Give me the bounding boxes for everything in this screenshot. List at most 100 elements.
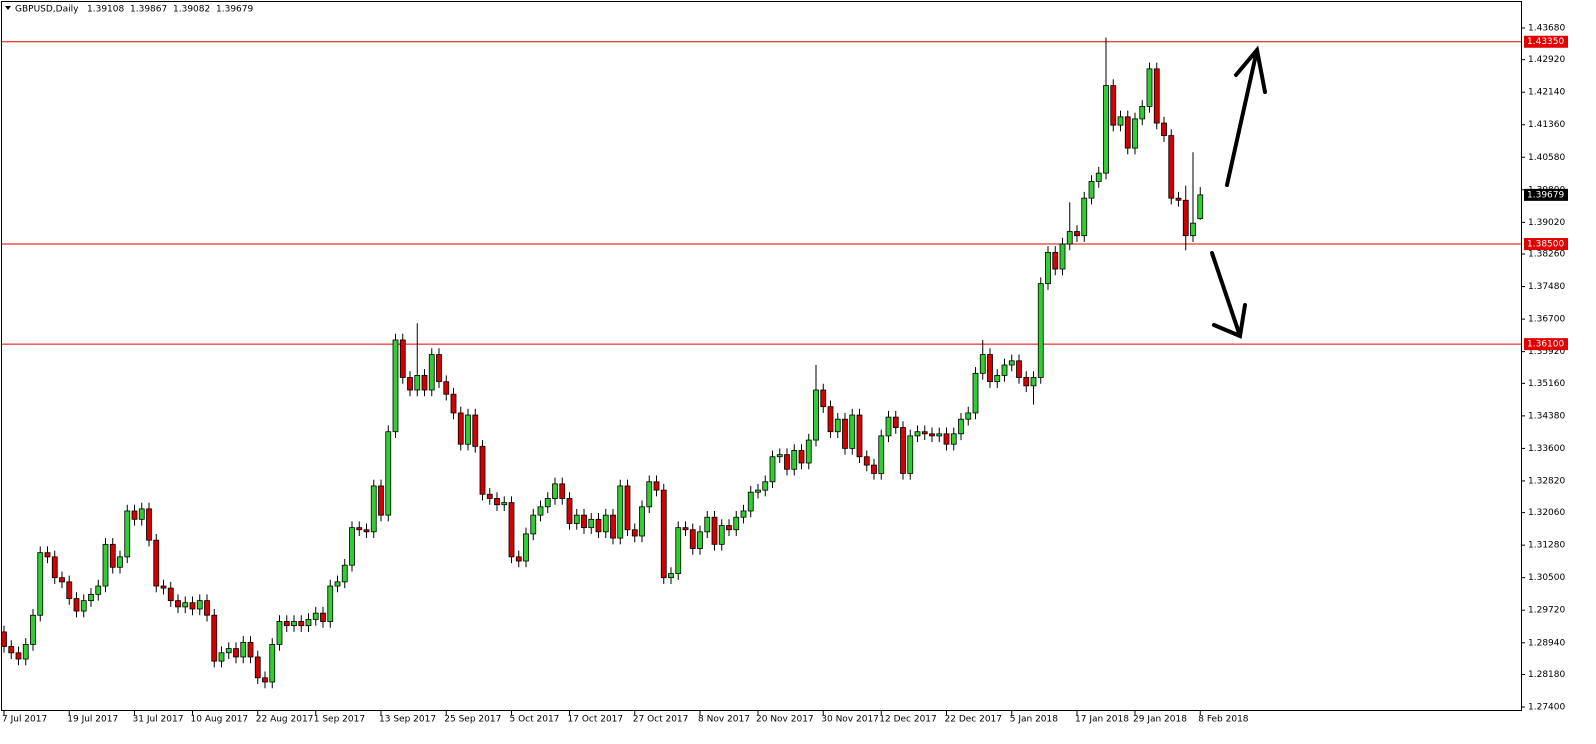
candle-body bbox=[631, 529, 638, 537]
candle-body bbox=[740, 510, 747, 518]
level-label-box bbox=[1524, 35, 1568, 48]
x-tick-label: 8 Feb 2018 bbox=[1198, 715, 1249, 725]
candle-body bbox=[15, 652, 22, 660]
x-tick-label: 13 Sep 2017 bbox=[379, 715, 436, 725]
candle-body bbox=[124, 510, 131, 558]
x-tick-label: 17 Oct 2017 bbox=[568, 715, 624, 725]
candle-body bbox=[704, 516, 711, 533]
candle-body bbox=[1117, 116, 1124, 126]
candle-body bbox=[921, 431, 928, 435]
y-tick-label: 1.30500 bbox=[1528, 573, 1565, 583]
candle-body bbox=[972, 372, 979, 414]
candle-body bbox=[247, 641, 254, 658]
y-tick-label: 1.42920 bbox=[1528, 55, 1565, 65]
y-tick-label: 1.38260 bbox=[1528, 250, 1565, 260]
y-tick-label: 1.41360 bbox=[1528, 120, 1565, 130]
candle-body bbox=[624, 485, 631, 531]
y-tick-label: 1.40580 bbox=[1528, 153, 1565, 163]
candle-body bbox=[573, 514, 580, 524]
header-low: 1.39082 bbox=[173, 5, 210, 15]
candle-body bbox=[218, 652, 225, 662]
candle-body bbox=[523, 533, 529, 562]
candle-body bbox=[283, 621, 290, 627]
candle-body bbox=[820, 389, 827, 408]
x-tick-label: 30 Nov 2017 bbox=[821, 715, 879, 725]
candle-body bbox=[1008, 360, 1015, 366]
candle-body bbox=[378, 485, 384, 516]
y-tick-label: 1.32820 bbox=[1528, 476, 1565, 486]
candle-body bbox=[363, 529, 370, 533]
x-tick-label: 20 Nov 2017 bbox=[756, 715, 814, 725]
candle-body bbox=[515, 556, 522, 562]
candle-body bbox=[849, 414, 856, 449]
candle-body bbox=[552, 483, 558, 499]
candle-body bbox=[131, 510, 138, 520]
candle-body bbox=[878, 435, 885, 474]
x-tick-label: 8 Nov 2017 bbox=[698, 715, 750, 725]
y-tick-label: 1.27400 bbox=[1528, 702, 1565, 712]
candle-body bbox=[950, 433, 957, 445]
candle-body bbox=[88, 593, 94, 602]
candle-body bbox=[1037, 283, 1044, 378]
x-tick-label: 27 Oct 2017 bbox=[633, 715, 689, 725]
y-tick-label: 1.31280 bbox=[1528, 541, 1565, 551]
candle-body bbox=[204, 600, 210, 616]
header-close: 1.39679 bbox=[216, 5, 253, 15]
x-tick-label: 7 Jul 2017 bbox=[2, 715, 47, 725]
x-tick-label: 19 Jul 2017 bbox=[67, 715, 118, 725]
candle-body bbox=[726, 525, 732, 531]
level-label: 1.43350 bbox=[1527, 37, 1564, 47]
candle-body bbox=[421, 375, 428, 391]
candle-body bbox=[1124, 116, 1131, 149]
y-tick-label: 1.43680 bbox=[1528, 23, 1565, 33]
candle-body bbox=[530, 514, 537, 535]
candle-body bbox=[262, 677, 268, 683]
candle-body bbox=[37, 552, 44, 616]
x-tick-label: 1 Sep 2017 bbox=[314, 715, 365, 725]
x-tick-label: 29 Jan 2018 bbox=[1133, 715, 1187, 725]
y-tick-label: 1.28180 bbox=[1528, 670, 1565, 680]
candle-body bbox=[1182, 199, 1189, 237]
y-tick-label: 1.35920 bbox=[1528, 347, 1565, 357]
level-label: 1.36100 bbox=[1527, 340, 1564, 350]
current-price-box bbox=[1524, 188, 1568, 201]
candle-body bbox=[1132, 118, 1138, 149]
candle-body bbox=[436, 354, 442, 383]
candle-body bbox=[196, 600, 203, 610]
candle-body bbox=[341, 564, 348, 583]
candle-body bbox=[544, 498, 551, 508]
candle-body bbox=[1001, 364, 1008, 376]
candle-body bbox=[167, 587, 174, 602]
candle-body bbox=[856, 414, 863, 458]
plot: 1.436801.429201.421401.413601.405801.398… bbox=[1, 23, 1568, 725]
candle-body bbox=[1074, 231, 1080, 237]
candle-body bbox=[269, 644, 276, 683]
candle-body bbox=[1153, 68, 1160, 124]
candle-body bbox=[1161, 122, 1167, 136]
candle-body bbox=[298, 621, 305, 627]
candle-body bbox=[776, 454, 783, 458]
candle-body bbox=[189, 602, 196, 610]
annotation-arrows bbox=[1210, 45, 1267, 339]
candle-body bbox=[653, 481, 660, 491]
up-arrow bbox=[1225, 45, 1267, 187]
candle-body bbox=[689, 529, 696, 549]
candle-body bbox=[160, 585, 167, 589]
candle-body bbox=[399, 339, 406, 378]
candle-body bbox=[718, 525, 725, 545]
candle-body bbox=[240, 641, 247, 658]
candle-body bbox=[929, 433, 935, 437]
candle-body bbox=[581, 514, 587, 529]
candle-body bbox=[73, 598, 80, 612]
candle-body bbox=[588, 518, 595, 529]
candle-body bbox=[958, 418, 964, 435]
candle-body bbox=[494, 498, 500, 506]
candle-body bbox=[813, 389, 819, 441]
candle-body bbox=[51, 556, 58, 579]
candle-body bbox=[762, 481, 769, 491]
y-tick-label: 1.42140 bbox=[1528, 88, 1565, 98]
x-tick-label: 22 Dec 2017 bbox=[945, 715, 1003, 725]
candle-body bbox=[102, 543, 109, 587]
level-label-box bbox=[1524, 338, 1568, 351]
